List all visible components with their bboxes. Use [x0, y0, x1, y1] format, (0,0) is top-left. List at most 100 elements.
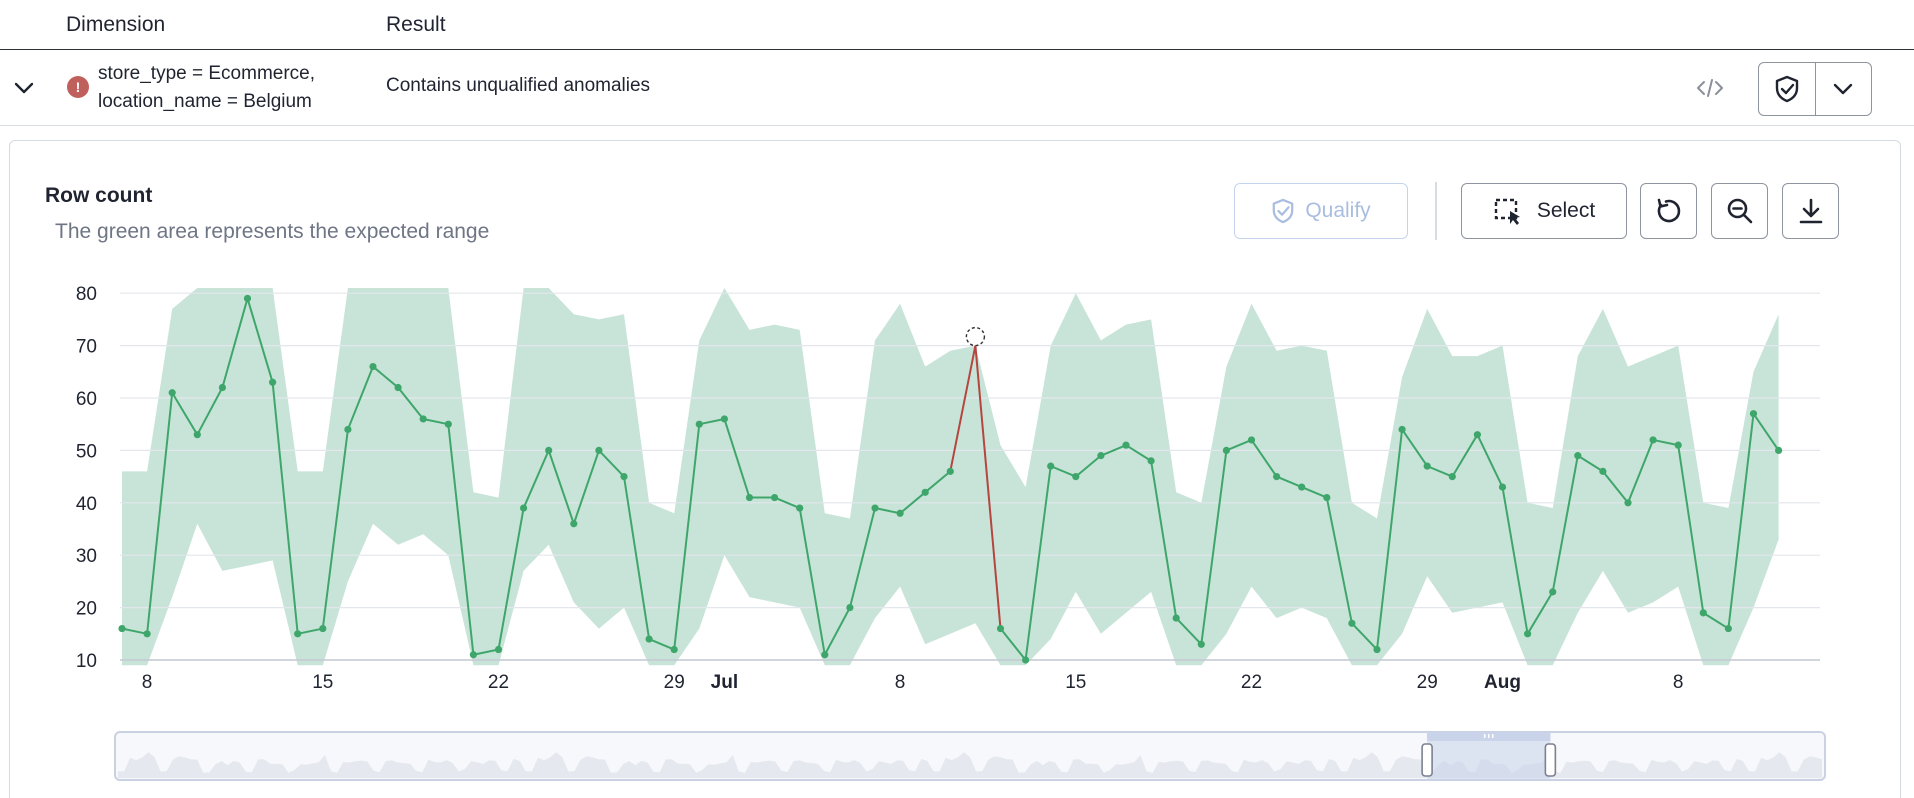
data-point: [1273, 473, 1281, 481]
series-segment: [1526, 591, 1554, 635]
data-point: [1047, 462, 1055, 470]
x-tick-label: 29: [1417, 672, 1438, 693]
data-point: [1699, 609, 1707, 617]
expected-range-band: [122, 288, 1779, 666]
series-segment: [723, 418, 751, 498]
reset-button[interactable]: [1640, 183, 1697, 239]
brush-handle-right[interactable]: [1544, 743, 1557, 777]
data-point: [645, 635, 653, 643]
data-point: [620, 473, 628, 481]
series-segment: [798, 507, 826, 655]
select-button[interactable]: Select: [1461, 183, 1627, 239]
series-segment: [874, 507, 901, 515]
y-tick-label: 20: [76, 599, 97, 620]
data-point: [1072, 473, 1080, 481]
anomaly-marker: [965, 326, 986, 347]
x-tick-label: Aug: [1484, 672, 1521, 693]
select-area-icon: [1494, 198, 1520, 225]
series-segment: [673, 424, 701, 650]
x-tick-label: 8: [142, 672, 153, 693]
series-segment: [522, 450, 550, 509]
chevron-down-icon[interactable]: [12, 76, 36, 100]
data-point: [1323, 493, 1331, 502]
data-point: [143, 630, 151, 638]
series-segment: [171, 392, 199, 436]
timeline-brush[interactable]: [114, 730, 1826, 782]
data-point: [1749, 410, 1758, 418]
zoom-out-icon: [1727, 198, 1752, 224]
series-segment: [271, 382, 299, 634]
data-point: [1574, 452, 1582, 460]
chevron-down-icon[interactable]: [1814, 63, 1871, 115]
x-tick-label: 8: [895, 672, 906, 693]
series-segment: [146, 392, 174, 634]
series-segment: [372, 365, 399, 389]
x-tick-label: 15: [1065, 672, 1086, 693]
data-point: [444, 420, 452, 428]
data-point: [1298, 483, 1306, 491]
select-label: Select: [1536, 199, 1596, 222]
shield-check-icon[interactable]: [1759, 63, 1815, 115]
code-icon[interactable]: [1694, 74, 1726, 102]
series-segment: [422, 417, 449, 426]
data-point: [1348, 619, 1356, 627]
data-point: [1398, 425, 1406, 434]
data-point: [1498, 483, 1507, 491]
download-icon: [1799, 198, 1822, 224]
data-point: [846, 604, 854, 612]
data-point: [695, 420, 703, 428]
y-tick-label: 70: [76, 337, 97, 358]
series-segment: [447, 424, 475, 655]
series-segment: [1401, 428, 1429, 467]
data-point: [520, 504, 528, 512]
data-point: [1222, 446, 1230, 454]
data-point: [1724, 624, 1732, 633]
data-point: [720, 415, 729, 423]
data-point: [369, 362, 377, 371]
data-point: [269, 378, 277, 386]
zoom-out-button[interactable]: [1711, 183, 1768, 239]
series-segment: [1226, 438, 1252, 452]
series-segment: [1451, 434, 1479, 478]
series-segment: [1551, 455, 1579, 593]
x-tick-label: 22: [1241, 672, 1262, 693]
series-segment: [1677, 445, 1705, 613]
x-tick-label: 8: [1673, 672, 1684, 693]
series-segment: [1325, 497, 1353, 624]
series-segment: [899, 491, 926, 515]
chart-title: Row count: [45, 184, 153, 207]
series-segment: [1577, 454, 1604, 473]
download-button[interactable]: [1782, 183, 1839, 239]
data-point: [1373, 645, 1381, 654]
series-segment: [1652, 438, 1679, 447]
data-point: [745, 493, 754, 502]
y-tick-label: 50: [76, 441, 97, 462]
series-segment: [321, 429, 349, 629]
y-tick-label: 80: [76, 284, 97, 305]
series-segment: [598, 449, 625, 478]
data-point: [218, 383, 226, 392]
series-segment: [1250, 439, 1278, 478]
data-point: [1147, 457, 1155, 465]
data-point: [419, 415, 427, 423]
data-point: [1022, 656, 1030, 664]
series-segment: [196, 387, 224, 436]
data-point: [921, 488, 929, 496]
x-tick-label: Jul: [711, 672, 738, 693]
error-icon: !: [67, 76, 89, 98]
data-point: [344, 425, 352, 434]
series-segment: [1752, 413, 1780, 451]
data-point: [1423, 462, 1431, 470]
brush-handle-left[interactable]: [1421, 743, 1433, 777]
row-count-chart[interactable]: 10 20 30 40 50 60 70 80 8 15 22 29 Jul 8 15 22 29 Aug 8: [0, 270, 1914, 700]
qualify-button[interactable]: Qualify: [1234, 183, 1408, 239]
series-segment: [648, 638, 675, 651]
series-segment: [1200, 450, 1228, 645]
data-point: [1473, 431, 1481, 439]
data-point: [168, 389, 176, 397]
data-point: [1247, 436, 1256, 444]
drag-grip-icon: [1483, 734, 1494, 738]
anomaly-segment: [974, 345, 1002, 629]
series-segment: [999, 627, 1027, 661]
data-point: [771, 493, 779, 502]
